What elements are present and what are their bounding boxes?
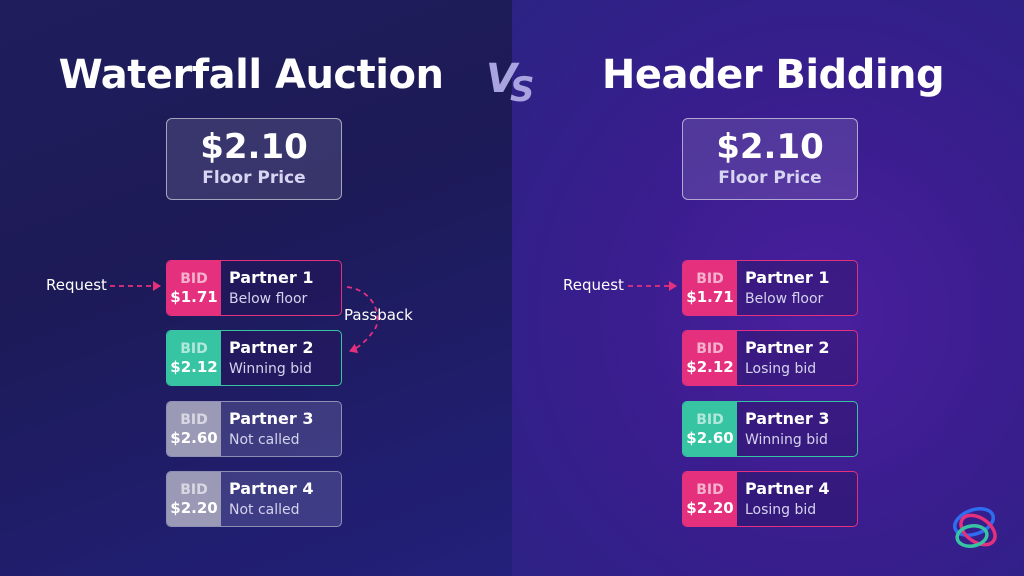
bid-tag: BID $2.20 <box>683 472 737 526</box>
vs-label: V S <box>486 56 540 110</box>
bid-tag: BID $2.60 <box>683 402 737 456</box>
partner-status: Not called <box>229 432 300 448</box>
partner-status: Below floor <box>229 291 308 307</box>
waterfall-request-label: Request <box>46 276 107 294</box>
partner-name: Partner 1 <box>745 268 830 287</box>
partner-status: Winning bid <box>745 432 828 448</box>
bid-amount: $2.60 <box>170 428 218 447</box>
partner-row: BID $2.12 Partner 2 Winning bid <box>166 330 342 386</box>
vs-s: S <box>510 70 535 110</box>
bid-amount: $2.60 <box>686 428 734 447</box>
bid-tag: BID $2.12 <box>683 331 737 385</box>
waterfall-floor-price: $2.10 Floor Price <box>166 118 342 200</box>
bid-amount: $1.71 <box>686 287 734 306</box>
floor-price-label: Floor Price <box>202 168 306 188</box>
bid-amount: $2.12 <box>170 357 218 376</box>
partner-info: Partner 4 Not called <box>221 472 341 526</box>
bid-amount: $2.20 <box>170 498 218 517</box>
bid-label: BID <box>696 270 724 287</box>
waterfall-passback-label: Passback <box>344 306 413 324</box>
bid-tag: BID $1.71 <box>683 261 737 315</box>
partner-status: Below floor <box>745 291 824 307</box>
partner-info: Partner 2 Losing bid <box>737 331 857 385</box>
partner-info: Partner 3 Winning bid <box>737 402 857 456</box>
partner-status: Not called <box>229 502 300 518</box>
passback-arrow <box>346 286 379 354</box>
partner-row: BID $2.12 Partner 2 Losing bid <box>682 330 858 386</box>
bid-amount: $1.71 <box>170 287 218 306</box>
partner-row: BID $2.60 Partner 3 Winning bid <box>682 401 858 457</box>
waterfall-panel <box>0 0 512 576</box>
bid-tag: BID $2.60 <box>167 402 221 456</box>
bid-tag: BID $2.20 <box>167 472 221 526</box>
bid-label: BID <box>180 340 208 357</box>
floor-price-label: Floor Price <box>718 168 822 188</box>
header-bidding-panel <box>512 0 1024 576</box>
swirl-logo-icon <box>953 507 997 548</box>
bid-label: BID <box>180 481 208 498</box>
partner-name: Partner 2 <box>229 338 314 357</box>
partner-name: Partner 4 <box>229 479 314 498</box>
partner-info: Partner 1 Below floor <box>737 261 857 315</box>
partner-info: Partner 1 Below floor <box>221 261 341 315</box>
floor-price-value: $2.10 <box>200 127 308 167</box>
bid-label: BID <box>180 411 208 428</box>
partner-row: BID $1.71 Partner 1 Below floor <box>166 260 342 316</box>
partner-row: BID $2.20 Partner 4 Not called <box>166 471 342 527</box>
partner-status: Losing bid <box>745 361 817 377</box>
partner-name: Partner 1 <box>229 268 314 287</box>
bid-label: BID <box>696 411 724 428</box>
partner-info: Partner 3 Not called <box>221 402 341 456</box>
partner-info: Partner 2 Winning bid <box>221 331 341 385</box>
partner-status: Winning bid <box>229 361 312 377</box>
bid-tag: BID $2.12 <box>167 331 221 385</box>
partner-name: Partner 3 <box>745 409 830 428</box>
floor-price-value: $2.10 <box>716 127 824 167</box>
header-bidding-floor-price: $2.10 Floor Price <box>682 118 858 200</box>
partner-name: Partner 3 <box>229 409 314 428</box>
bid-amount: $2.20 <box>686 498 734 517</box>
partner-info: Partner 4 Losing bid <box>737 472 857 526</box>
bid-tag: BID $1.71 <box>167 261 221 315</box>
partner-row: BID $2.20 Partner 4 Losing bid <box>682 471 858 527</box>
partner-name: Partner 4 <box>745 479 830 498</box>
waterfall-title: Waterfall Auction <box>58 52 444 98</box>
partner-row: BID $2.60 Partner 3 Not called <box>166 401 342 457</box>
bid-label: BID <box>180 270 208 287</box>
partner-status: Losing bid <box>745 502 817 518</box>
vs-v: V <box>486 56 517 102</box>
header-bidding-title: Header Bidding <box>601 52 945 98</box>
bid-label: BID <box>696 481 724 498</box>
partner-row: BID $1.71 Partner 1 Below floor <box>682 260 858 316</box>
bid-label: BID <box>696 340 724 357</box>
header-bidding-request-label: Request <box>563 276 624 294</box>
partner-name: Partner 2 <box>745 338 830 357</box>
bid-amount: $2.12 <box>686 357 734 376</box>
